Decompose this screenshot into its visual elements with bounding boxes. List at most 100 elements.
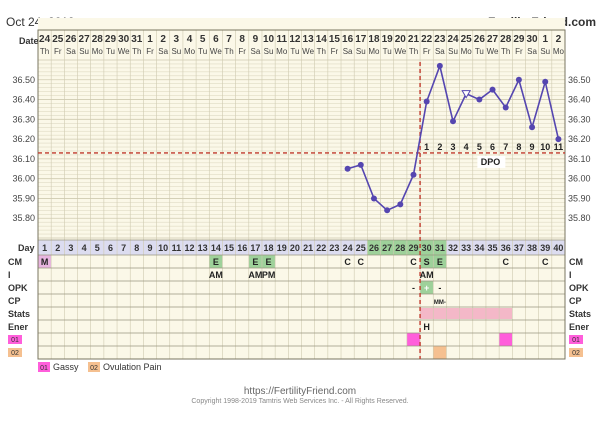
day-number: 24: [343, 243, 353, 253]
day-number: 38: [527, 243, 537, 253]
day-number: 25: [356, 243, 366, 253]
row-entry-cm: E: [266, 257, 272, 267]
date-label: 18: [368, 34, 380, 45]
day-number: 6: [108, 243, 113, 253]
legend-code: 02: [90, 365, 98, 372]
row-label-right: OPK: [569, 283, 589, 293]
date-label: 31: [131, 34, 143, 45]
row-label-left: Stats: [8, 309, 30, 319]
weekday-label: Th: [40, 47, 49, 56]
footer-url[interactable]: https://FertilityFriend.com: [243, 386, 357, 397]
weekday-label: Fr: [515, 47, 523, 56]
fertile-day-cell: [393, 240, 407, 255]
date-label: 9: [253, 34, 259, 45]
opk-positive-cell: [420, 281, 434, 294]
row-label-right: Stats: [569, 309, 591, 319]
weekday-label: Su: [171, 47, 181, 56]
row-entry-cm: E: [213, 257, 219, 267]
dpo-label-bg: [477, 155, 506, 168]
day-number: 7: [121, 243, 126, 253]
gassy-cell: [406, 333, 421, 346]
fertile-day-cell: [406, 240, 421, 255]
date-label: 14: [316, 34, 328, 45]
date-label: 6: [213, 34, 219, 45]
weekday-label: We: [487, 47, 499, 56]
day-number: 33: [461, 243, 471, 253]
day-number: 22: [316, 243, 326, 253]
date-label: 13: [303, 34, 315, 45]
weekday-label: Mo: [184, 47, 196, 56]
row-label-right: CM: [569, 257, 583, 267]
y-tick-left: 36.10: [12, 154, 35, 164]
y-tick-right: 36.10: [568, 154, 591, 164]
date-label: 24: [447, 34, 459, 45]
row-color-key-right: [569, 335, 583, 344]
stats-bar: [420, 308, 513, 319]
ovulation-pain-cell: [433, 346, 447, 359]
date-label: 30: [118, 34, 130, 45]
weekday-label: Su: [264, 47, 274, 56]
day-number: 14: [211, 243, 221, 253]
day-number: 10: [158, 243, 168, 253]
y-tick-right: 36.00: [568, 174, 591, 184]
y-tick-left: 36.20: [12, 134, 35, 144]
temperature-point: [476, 96, 483, 103]
dpo-number: 9: [530, 142, 535, 152]
chart-border: [37, 29, 566, 360]
weekday-label: Tu: [475, 47, 484, 56]
row-entry-cm: S: [424, 257, 430, 267]
temperature-point: [502, 104, 509, 111]
date-row-label: Date: [19, 36, 39, 46]
day-number: 39: [540, 243, 550, 253]
temperature-point: [344, 165, 351, 172]
weekday-label: Fr: [146, 47, 154, 56]
day-number: 19: [277, 243, 287, 253]
temperature-point: [542, 78, 549, 85]
day-number: 8: [134, 243, 139, 253]
date-label: 28: [92, 34, 104, 45]
day-number: 29: [408, 243, 418, 253]
temperature-point: [436, 62, 443, 69]
day-row-label: Day: [18, 243, 35, 253]
row-color-key-right: [569, 348, 583, 357]
day-number: 26: [369, 243, 379, 253]
cm-cell-highlight: [38, 255, 52, 268]
date-label: 30: [527, 34, 539, 45]
date-label: 19: [382, 34, 394, 45]
temperature-point: [397, 201, 404, 208]
weekday-label: Th: [132, 47, 141, 56]
day-number: 17: [250, 243, 260, 253]
day-number: 5: [95, 243, 100, 253]
weekday-label: Th: [317, 47, 326, 56]
day-number: 15: [224, 243, 234, 253]
legend-label: Gassy: [53, 362, 79, 372]
weekday-label: Mo: [461, 47, 473, 56]
date-label: 5: [200, 34, 206, 45]
weekday-label: Mo: [92, 47, 104, 56]
y-tick-right: 36.30: [568, 114, 591, 124]
temperature-point: [555, 136, 562, 143]
temperature-point: [489, 86, 496, 93]
day-number: 4: [82, 243, 87, 253]
row-label-right: CP: [569, 296, 582, 306]
row-entry-cm: C: [344, 257, 351, 267]
cm-cell-highlight: [209, 255, 223, 268]
day-number: 37: [514, 243, 524, 253]
temperature-point: [529, 124, 536, 131]
weekday-label: Su: [79, 47, 89, 56]
weekday-label: Mo: [276, 47, 288, 56]
dpo-number: 8: [516, 142, 521, 152]
row-label-left: I: [8, 270, 11, 280]
date-label: 1: [542, 34, 548, 45]
weekday-label: Sa: [250, 47, 260, 56]
day-number: 34: [474, 243, 484, 253]
date-label: 27: [79, 34, 91, 45]
row-entry-cm: C: [358, 257, 365, 267]
y-tick-right: 36.50: [568, 75, 591, 85]
date-label: 26: [474, 34, 486, 45]
date-label: 11: [276, 34, 287, 45]
temperature-point: [410, 171, 417, 178]
dpo-number: 3: [451, 142, 456, 152]
